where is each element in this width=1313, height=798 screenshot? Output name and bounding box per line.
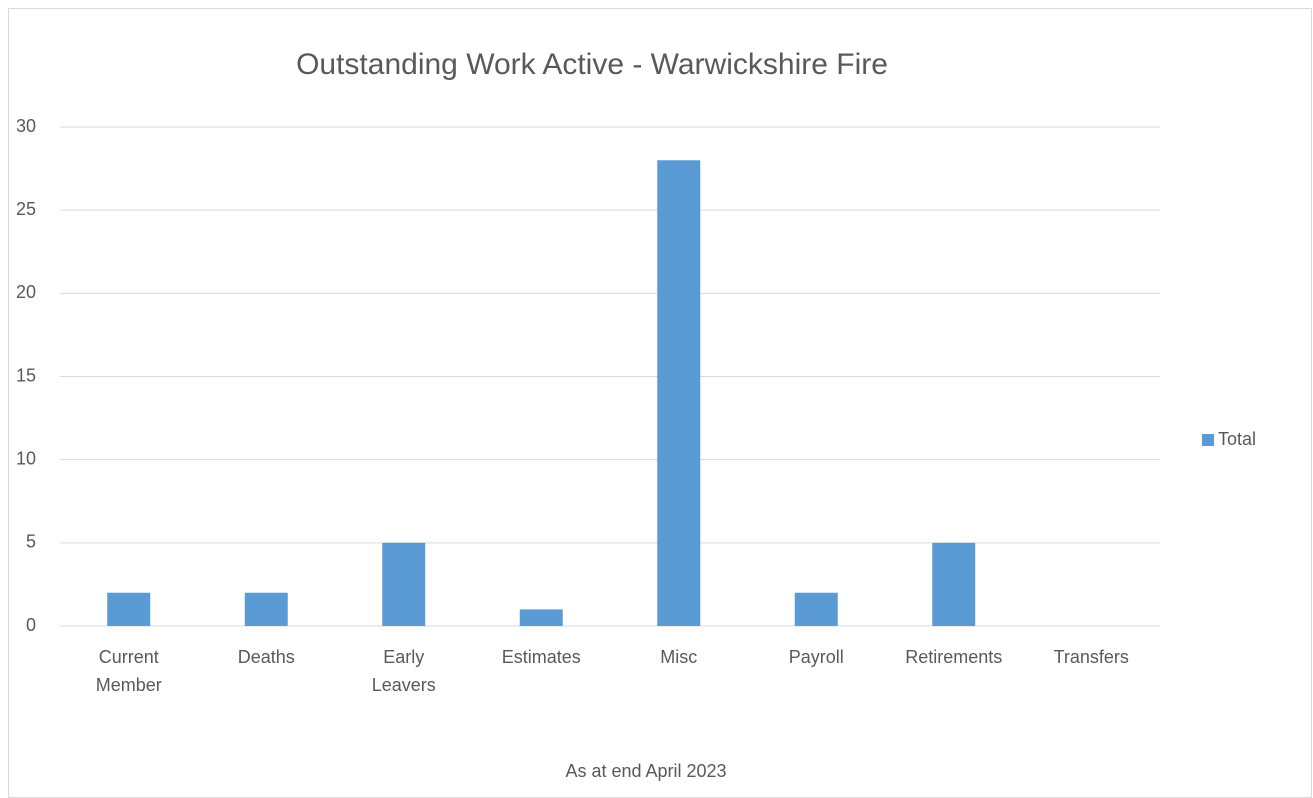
x-tick-label: Transfers (1054, 647, 1129, 667)
x-axis-label: As at end April 2023 (565, 761, 726, 781)
x-tick-label: Misc (660, 647, 697, 667)
y-tick-label: 25 (16, 199, 36, 219)
bar (794, 592, 838, 626)
bar (244, 592, 288, 626)
y-tick-label: 5 (26, 532, 36, 552)
y-tick-label: 15 (16, 365, 36, 385)
bar (107, 592, 151, 626)
y-tick-label: 10 (16, 448, 36, 468)
x-tick-label: Payroll (789, 647, 844, 667)
bar (519, 609, 563, 626)
legend-label: Total (1218, 429, 1256, 449)
x-tick-label: Early Leavers (372, 647, 436, 695)
bar (657, 160, 701, 626)
y-tick-label: 0 (26, 615, 36, 635)
x-tick-label: Retirements (905, 647, 1002, 667)
chart-title: Outstanding Work Active - Warwickshire F… (296, 48, 888, 81)
legend-swatch (1202, 434, 1214, 446)
y-tick-label: 30 (16, 116, 36, 136)
x-tick-label: Estimates (502, 647, 581, 667)
y-tick-label: 20 (16, 282, 36, 302)
x-tick-label: Deaths (238, 647, 295, 667)
bar (382, 542, 426, 626)
bar (932, 542, 976, 626)
x-tick-label: Current Member (96, 647, 162, 695)
